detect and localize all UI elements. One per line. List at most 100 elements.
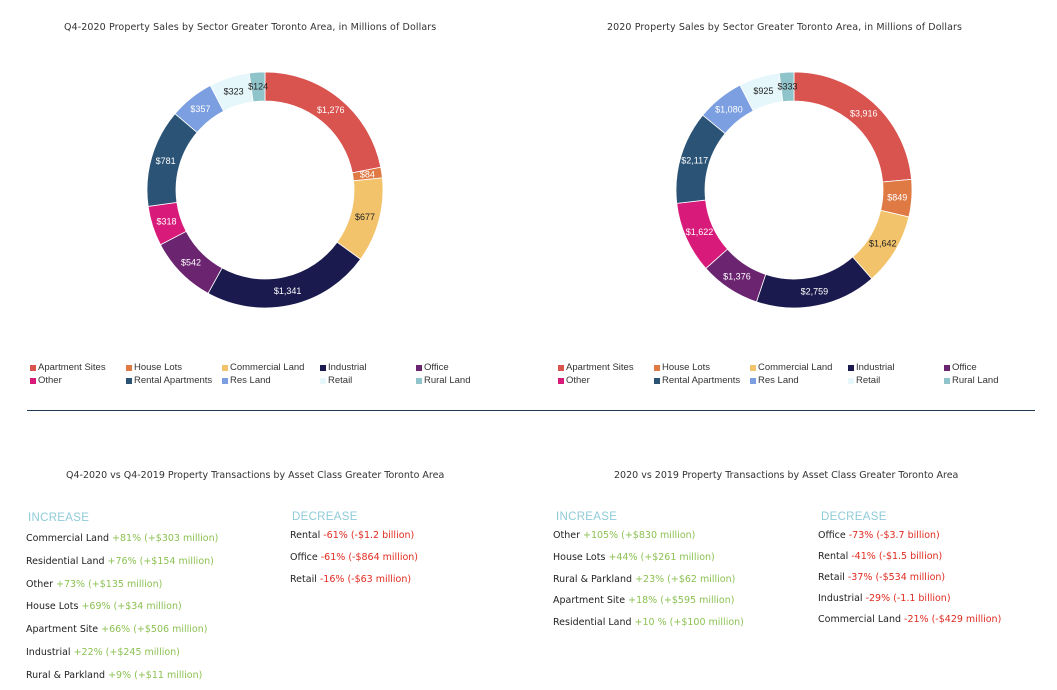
slice-label-rental-apartments: $781 [156, 156, 176, 166]
slice-label-apartment-sites: $1,276 [317, 105, 345, 115]
asset-class-label: Retail [290, 574, 320, 585]
asset-class-label: Rental [290, 530, 324, 541]
slice-label-rental-apartments: $2,117 [681, 156, 708, 166]
chart-title-q4: Q4-2020 Property Sales by Sector Greater… [64, 22, 437, 33]
legend-item-industrial: Industrial [848, 362, 895, 373]
increase-q4-item-apartment-site: Apartment Site +66% (+$506 million) [26, 624, 207, 635]
slice-label-office: $542 [181, 257, 201, 267]
slice-label-industrial: $2,759 [801, 286, 829, 296]
legend-item-rural-land: Rural Land [944, 375, 998, 386]
legend-label: Rural Land [424, 375, 471, 386]
legend-item-res-land: Res Land [222, 375, 271, 386]
legend-label: Apartment Sites [38, 362, 106, 373]
legend-label: Commercial Land [230, 362, 305, 373]
asset-class-label: Office [818, 530, 849, 541]
legend-item-house-lots: House Lots [654, 362, 710, 373]
asset-class-label: Apartment Site [553, 595, 629, 607]
increase-heading-2020: INCREASE [556, 511, 618, 523]
legend-swatch [416, 377, 422, 384]
asset-class-label: Other [553, 530, 583, 541]
slice-rural-land [778, 71, 795, 103]
legend-swatch [848, 364, 854, 371]
legend-item-office: Office [416, 362, 449, 373]
slice-label-res-land: $357 [190, 104, 210, 114]
increase-q4-item-residential-land: Residential Land +76% (+$154 million) [26, 556, 214, 567]
asset-class-label: Other [26, 578, 56, 590]
legend-item-res-land: Res Land [750, 375, 799, 386]
asset-class-label: Apartment Site [26, 624, 102, 636]
change-value: +105% (+$830 million) [583, 530, 696, 541]
decrease-q4-item-retail: Retail -16% (-$63 million) [290, 574, 411, 585]
asset-class-label: House Lots [26, 601, 82, 613]
slice-industrial [755, 256, 873, 309]
change-value: -16% (-$63 million) [319, 574, 412, 585]
decrease-heading-q4: DECREASE [292, 511, 358, 523]
change-value: +9% (+$11 million) [108, 669, 203, 681]
legend-swatch [30, 377, 36, 384]
legend-item-apartment-sites: Apartment Sites [30, 362, 106, 373]
legend-swatch [558, 377, 564, 384]
change-value: +69% (+$34 million) [81, 601, 182, 613]
legend-swatch [222, 364, 228, 371]
decrease-2020-item-office: Office -73% (-$3.7 billion) [818, 530, 940, 541]
slice-label-res-land: $1,080 [715, 105, 743, 115]
increase-q4-item-rural-parkland: Rural & Parkland +9% (+$11 million) [26, 670, 202, 681]
decrease-2020-item-rental: Rental -41% (-$1.5 billion) [818, 551, 942, 562]
slice-apartment-sites [264, 71, 382, 174]
decrease-2020-item-retail: Retail -37% (-$534 million) [818, 572, 945, 583]
transactions-title-q4: Q4-2020 vs Q4-2019 Property Transactions… [66, 470, 445, 481]
section-divider [27, 410, 1035, 411]
legend-label: Commercial Land [758, 362, 833, 373]
asset-class-label: Office [290, 552, 321, 563]
chart-title-2020: 2020 Property Sales by Sector Greater To… [607, 22, 963, 33]
slice-industrial [207, 241, 362, 309]
slice-label-retail: $323 [224, 86, 244, 96]
legend-swatch [320, 364, 326, 371]
slice-label-retail: $925 [753, 86, 773, 96]
legend-label: House Lots [134, 362, 183, 373]
increase-q4-item-commercial-land: Commercial Land +81% (+$303 million) [26, 533, 218, 544]
legend-swatch [944, 364, 950, 371]
legend-item-retail: Retail [848, 375, 880, 386]
legend-label: Industrial [328, 362, 367, 373]
legend-item-rural-land: Rural Land [416, 375, 470, 386]
decrease-2020-item-industrial: Industrial -29% (-1.1 billion) [818, 593, 951, 604]
change-value: +44% (+$261 million) [608, 551, 715, 563]
change-value: -61% (-$864 million) [320, 552, 418, 563]
legend-label: Rural Land [952, 375, 999, 386]
slice-label-industrial: $1,341 [274, 286, 302, 296]
change-value: -73% (-$3.7 billion) [848, 530, 940, 541]
change-value: +66% (+$506 million) [101, 624, 208, 636]
legend-item-other: Other [558, 375, 590, 386]
legend-swatch [416, 364, 422, 371]
legend-2020: Apartment Sites House Lots Commercial Land… [558, 362, 1038, 392]
asset-class-label: Rental [818, 551, 852, 562]
change-value: -21% (-$429 million) [904, 614, 1002, 625]
slice-label-house-lots: $849 [887, 192, 907, 202]
change-value: +10 % (+$100 million) [634, 617, 744, 629]
legend-label: Apartment Sites [566, 362, 634, 373]
change-value: -41% (-$1.5 billion) [851, 551, 943, 562]
increase-2020-item-apartment-site: Apartment Site +18% (+$595 million) [553, 595, 734, 606]
increase-q4-item-industrial: Industrial +22% (+$245 million) [26, 647, 180, 658]
increase-q4-item-other: Other +73% (+$135 million) [26, 579, 162, 590]
legend-swatch [944, 377, 950, 384]
transactions-title-2020: 2020 vs 2019 Property Transactions by As… [614, 470, 959, 481]
legend-q4: Apartment Sites House Lots Commercial Land… [30, 362, 510, 392]
legend-swatch [30, 364, 36, 371]
slice-label-other: $1,622 [686, 227, 714, 237]
slice-apartment-sites [793, 71, 912, 183]
change-value: +23% (+$62 million) [635, 573, 736, 585]
legend-item-commercial-land: Commercial Land [222, 362, 304, 373]
decrease-heading-2020: DECREASE [821, 511, 887, 523]
change-value: +73% (+$135 million) [56, 578, 163, 590]
slice-rural-land [248, 71, 266, 103]
legend-swatch [126, 364, 132, 371]
donut-chart-2020: $3,916 $849 $1,642 $2,759 $1,376 $1,622 $2,117… [675, 71, 913, 309]
legend-item-industrial: Industrial [320, 362, 367, 373]
change-value: -29% (-1.1 billion) [865, 593, 951, 604]
legend-label: Rental Apartments [662, 375, 741, 386]
asset-class-label: Industrial [26, 647, 74, 658]
legend-label: Other [566, 375, 590, 386]
decrease-q4-item-rental: Rental -61% (-$1.2 billion) [290, 530, 414, 541]
